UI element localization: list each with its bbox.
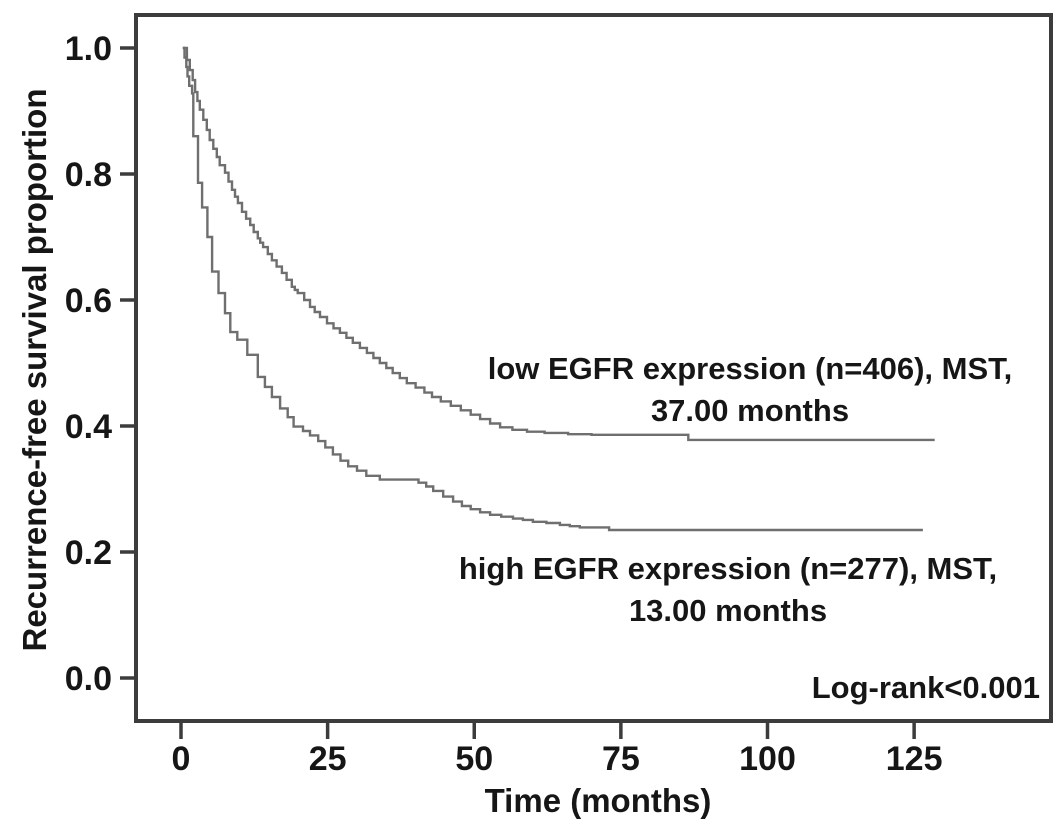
y-tick-label: 0.8 (65, 156, 112, 194)
annotation-high-egfr-line1: high EGFR expression (n=277), MST, (459, 551, 997, 586)
y-tick-label: 0.4 (65, 408, 112, 446)
y-tick-label: 1.0 (65, 30, 112, 68)
x-tick-label: 100 (739, 740, 796, 778)
survival-curves-layer (182, 46, 935, 532)
x-tick-label: 0 (172, 740, 191, 778)
survival-curve-high-egfr (182, 46, 923, 532)
y-tick-label: 0.0 (65, 660, 112, 698)
annotation-high-egfr-line2: 13.00 months (629, 593, 827, 628)
x-tick-label: 50 (455, 740, 493, 778)
x-tick-label: 25 (309, 740, 347, 778)
annotation-low-egfr-line1: low EGFR expression (n=406), MST, (488, 351, 1013, 386)
y-tick-label: 0.2 (65, 534, 112, 572)
annotation-log-rank: Log-rank<0.001 (812, 670, 1040, 705)
x-tick-label: 75 (602, 740, 640, 778)
y-tick-label: 0.6 (65, 282, 112, 320)
y-axis-label: Recurrence-free survival proportion (16, 89, 53, 652)
survival-curve-low-egfr (182, 46, 935, 442)
plot-frame (134, 13, 1053, 723)
annotation-low-egfr-line2: 37.00 months (651, 393, 849, 428)
x-tick-label: 125 (886, 740, 943, 778)
x-axis-label: Time (months) (485, 782, 712, 819)
axes-layer: 0 25 50 75 100 125 0.0 0.2 0.4 0.6 0.8 1.0 (65, 13, 1053, 778)
